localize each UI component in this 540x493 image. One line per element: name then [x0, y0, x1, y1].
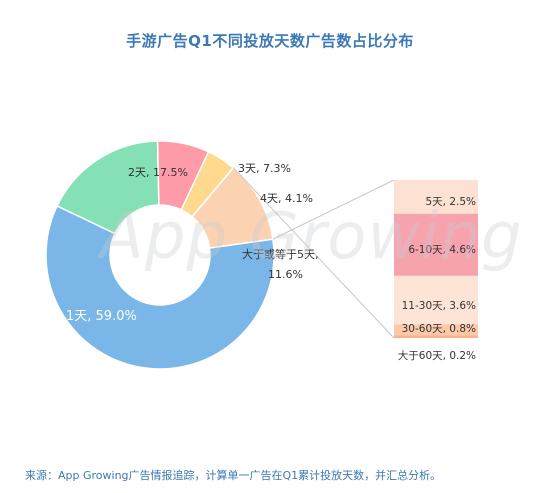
slice-label: 4天, 4.1%: [260, 192, 313, 205]
breakdown-segment: [394, 324, 478, 336]
breakdown-segment: [394, 275, 478, 325]
chart-title: 手游广告Q1不同投放天数广告数占比分布: [126, 32, 414, 50]
donut-slice: [56, 140, 160, 235]
breakdown-label: 大于60天, 0.2%: [398, 349, 476, 362]
slice-label: 大于或等于5天,: [242, 247, 319, 261]
donut-slice: [45, 204, 275, 370]
breakdown-label: 5天, 2.5%: [425, 196, 476, 208]
connector-line-bottom: [232, 167, 395, 339]
breakdown-segment: [394, 335, 478, 338]
watermark-text: App Growing: [100, 200, 523, 274]
breakdown-segment: [394, 180, 478, 214]
source-note: 来源：App Growing广告情报追踪，计算单一广告在Q1累计投放天数，并汇总…: [25, 469, 442, 482]
slice-label: 1天, 59.0%: [66, 309, 137, 324]
connector-line-top: [272, 179, 395, 240]
breakdown-label: 30-60天, 0.8%: [402, 323, 476, 335]
slice-label: 3天, 7.3%: [238, 162, 291, 175]
slice-label: 2天, 17.5%: [128, 166, 188, 179]
slice-label: 11.6%: [268, 268, 303, 281]
breakdown-segment: [394, 213, 478, 276]
breakdown-label: 11-30天, 3.6%: [402, 300, 476, 312]
breakdown-label: 6-10天, 4.6%: [408, 244, 476, 256]
